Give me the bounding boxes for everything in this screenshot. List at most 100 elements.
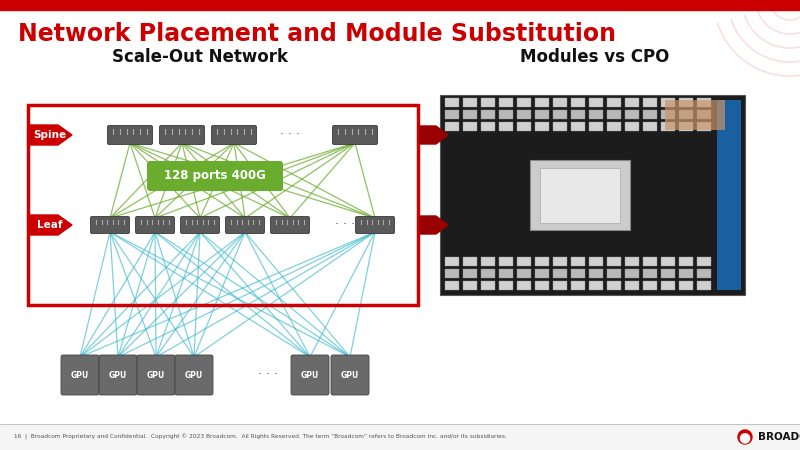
Text: Spine: Spine	[34, 130, 66, 140]
FancyBboxPatch shape	[226, 216, 265, 234]
Text: · · ·: · · ·	[280, 129, 300, 141]
Bar	[535, 257, 549, 266]
Bar	[535, 281, 549, 290]
Text: · · ·: · · ·	[258, 369, 278, 382]
Bar	[499, 110, 513, 119]
FancyBboxPatch shape	[135, 216, 174, 234]
Bar	[625, 110, 639, 119]
Text: Network Placement and Module Substitution: Network Placement and Module Substitutio…	[18, 22, 616, 46]
FancyBboxPatch shape	[90, 216, 130, 234]
FancyBboxPatch shape	[181, 216, 219, 234]
Bar	[445, 269, 459, 278]
Bar	[463, 281, 477, 290]
Bar	[517, 281, 531, 290]
Bar	[661, 281, 675, 290]
Text: Leaf: Leaf	[38, 220, 62, 230]
Bar	[679, 98, 693, 107]
FancyBboxPatch shape	[175, 355, 213, 395]
FancyBboxPatch shape	[270, 216, 310, 234]
Bar	[717, 100, 741, 290]
FancyArrow shape	[420, 126, 448, 144]
Bar	[679, 257, 693, 266]
Text: Scale-Out Network: Scale-Out Network	[112, 48, 288, 66]
Bar	[463, 122, 477, 131]
Text: 128 ports 400G: 128 ports 400G	[164, 170, 266, 183]
Bar	[625, 122, 639, 131]
Bar	[553, 281, 567, 290]
Bar	[661, 122, 675, 131]
FancyArrow shape	[30, 125, 72, 145]
Bar	[607, 98, 621, 107]
Bar	[481, 98, 495, 107]
FancyBboxPatch shape	[355, 216, 394, 234]
Bar	[589, 269, 603, 278]
Bar	[607, 269, 621, 278]
Bar	[571, 257, 585, 266]
Bar	[535, 110, 549, 119]
Bar	[625, 257, 639, 266]
Bar	[535, 269, 549, 278]
Bar	[571, 110, 585, 119]
Bar	[589, 257, 603, 266]
Bar	[589, 122, 603, 131]
FancyBboxPatch shape	[147, 161, 283, 191]
Text: BROADCOM: BROADCOM	[758, 432, 800, 442]
Bar	[625, 98, 639, 107]
Bar	[697, 110, 711, 119]
Bar	[589, 98, 603, 107]
Bar	[571, 98, 585, 107]
Bar	[0, 424, 800, 450]
FancyBboxPatch shape	[99, 355, 137, 395]
Bar	[28, 105, 418, 305]
Bar	[697, 281, 711, 290]
Bar	[679, 122, 693, 131]
Bar	[553, 257, 567, 266]
Bar	[530, 160, 630, 230]
Bar	[499, 98, 513, 107]
Bar	[589, 110, 603, 119]
Bar	[553, 98, 567, 107]
Bar	[679, 281, 693, 290]
Bar	[643, 98, 657, 107]
Bar	[571, 281, 585, 290]
Bar	[625, 269, 639, 278]
Bar	[540, 168, 620, 223]
Text: GPU: GPU	[341, 370, 359, 379]
Text: · · ·: · · ·	[335, 219, 355, 231]
Bar	[499, 257, 513, 266]
Bar	[535, 122, 549, 131]
FancyBboxPatch shape	[291, 355, 329, 395]
Text: GPU: GPU	[71, 370, 89, 379]
Text: Modules vs CPO: Modules vs CPO	[520, 48, 670, 66]
Bar	[679, 269, 693, 278]
Bar	[643, 257, 657, 266]
Bar	[481, 257, 495, 266]
Text: 16  |  Broadcom Proprietary and Confidential.  Copyright © 2023 Broadcom.  All R: 16 | Broadcom Proprietary and Confidenti…	[14, 434, 507, 440]
Circle shape	[738, 430, 752, 444]
Bar	[517, 98, 531, 107]
Bar	[463, 269, 477, 278]
Bar	[661, 98, 675, 107]
FancyBboxPatch shape	[61, 355, 99, 395]
Bar	[697, 269, 711, 278]
Bar	[697, 98, 711, 107]
Bar	[553, 110, 567, 119]
Text: GPU: GPU	[109, 370, 127, 379]
Bar	[697, 122, 711, 131]
Bar	[697, 257, 711, 266]
FancyBboxPatch shape	[333, 126, 378, 144]
Bar	[553, 269, 567, 278]
Bar	[607, 122, 621, 131]
FancyBboxPatch shape	[159, 126, 205, 144]
Text: GPU: GPU	[147, 370, 165, 379]
Bar	[481, 281, 495, 290]
Bar	[440, 95, 745, 295]
Bar	[643, 269, 657, 278]
Bar	[517, 122, 531, 131]
Bar	[553, 122, 567, 131]
FancyBboxPatch shape	[107, 126, 153, 144]
Bar	[643, 281, 657, 290]
FancyBboxPatch shape	[211, 126, 257, 144]
Bar	[445, 98, 459, 107]
Bar	[571, 122, 585, 131]
